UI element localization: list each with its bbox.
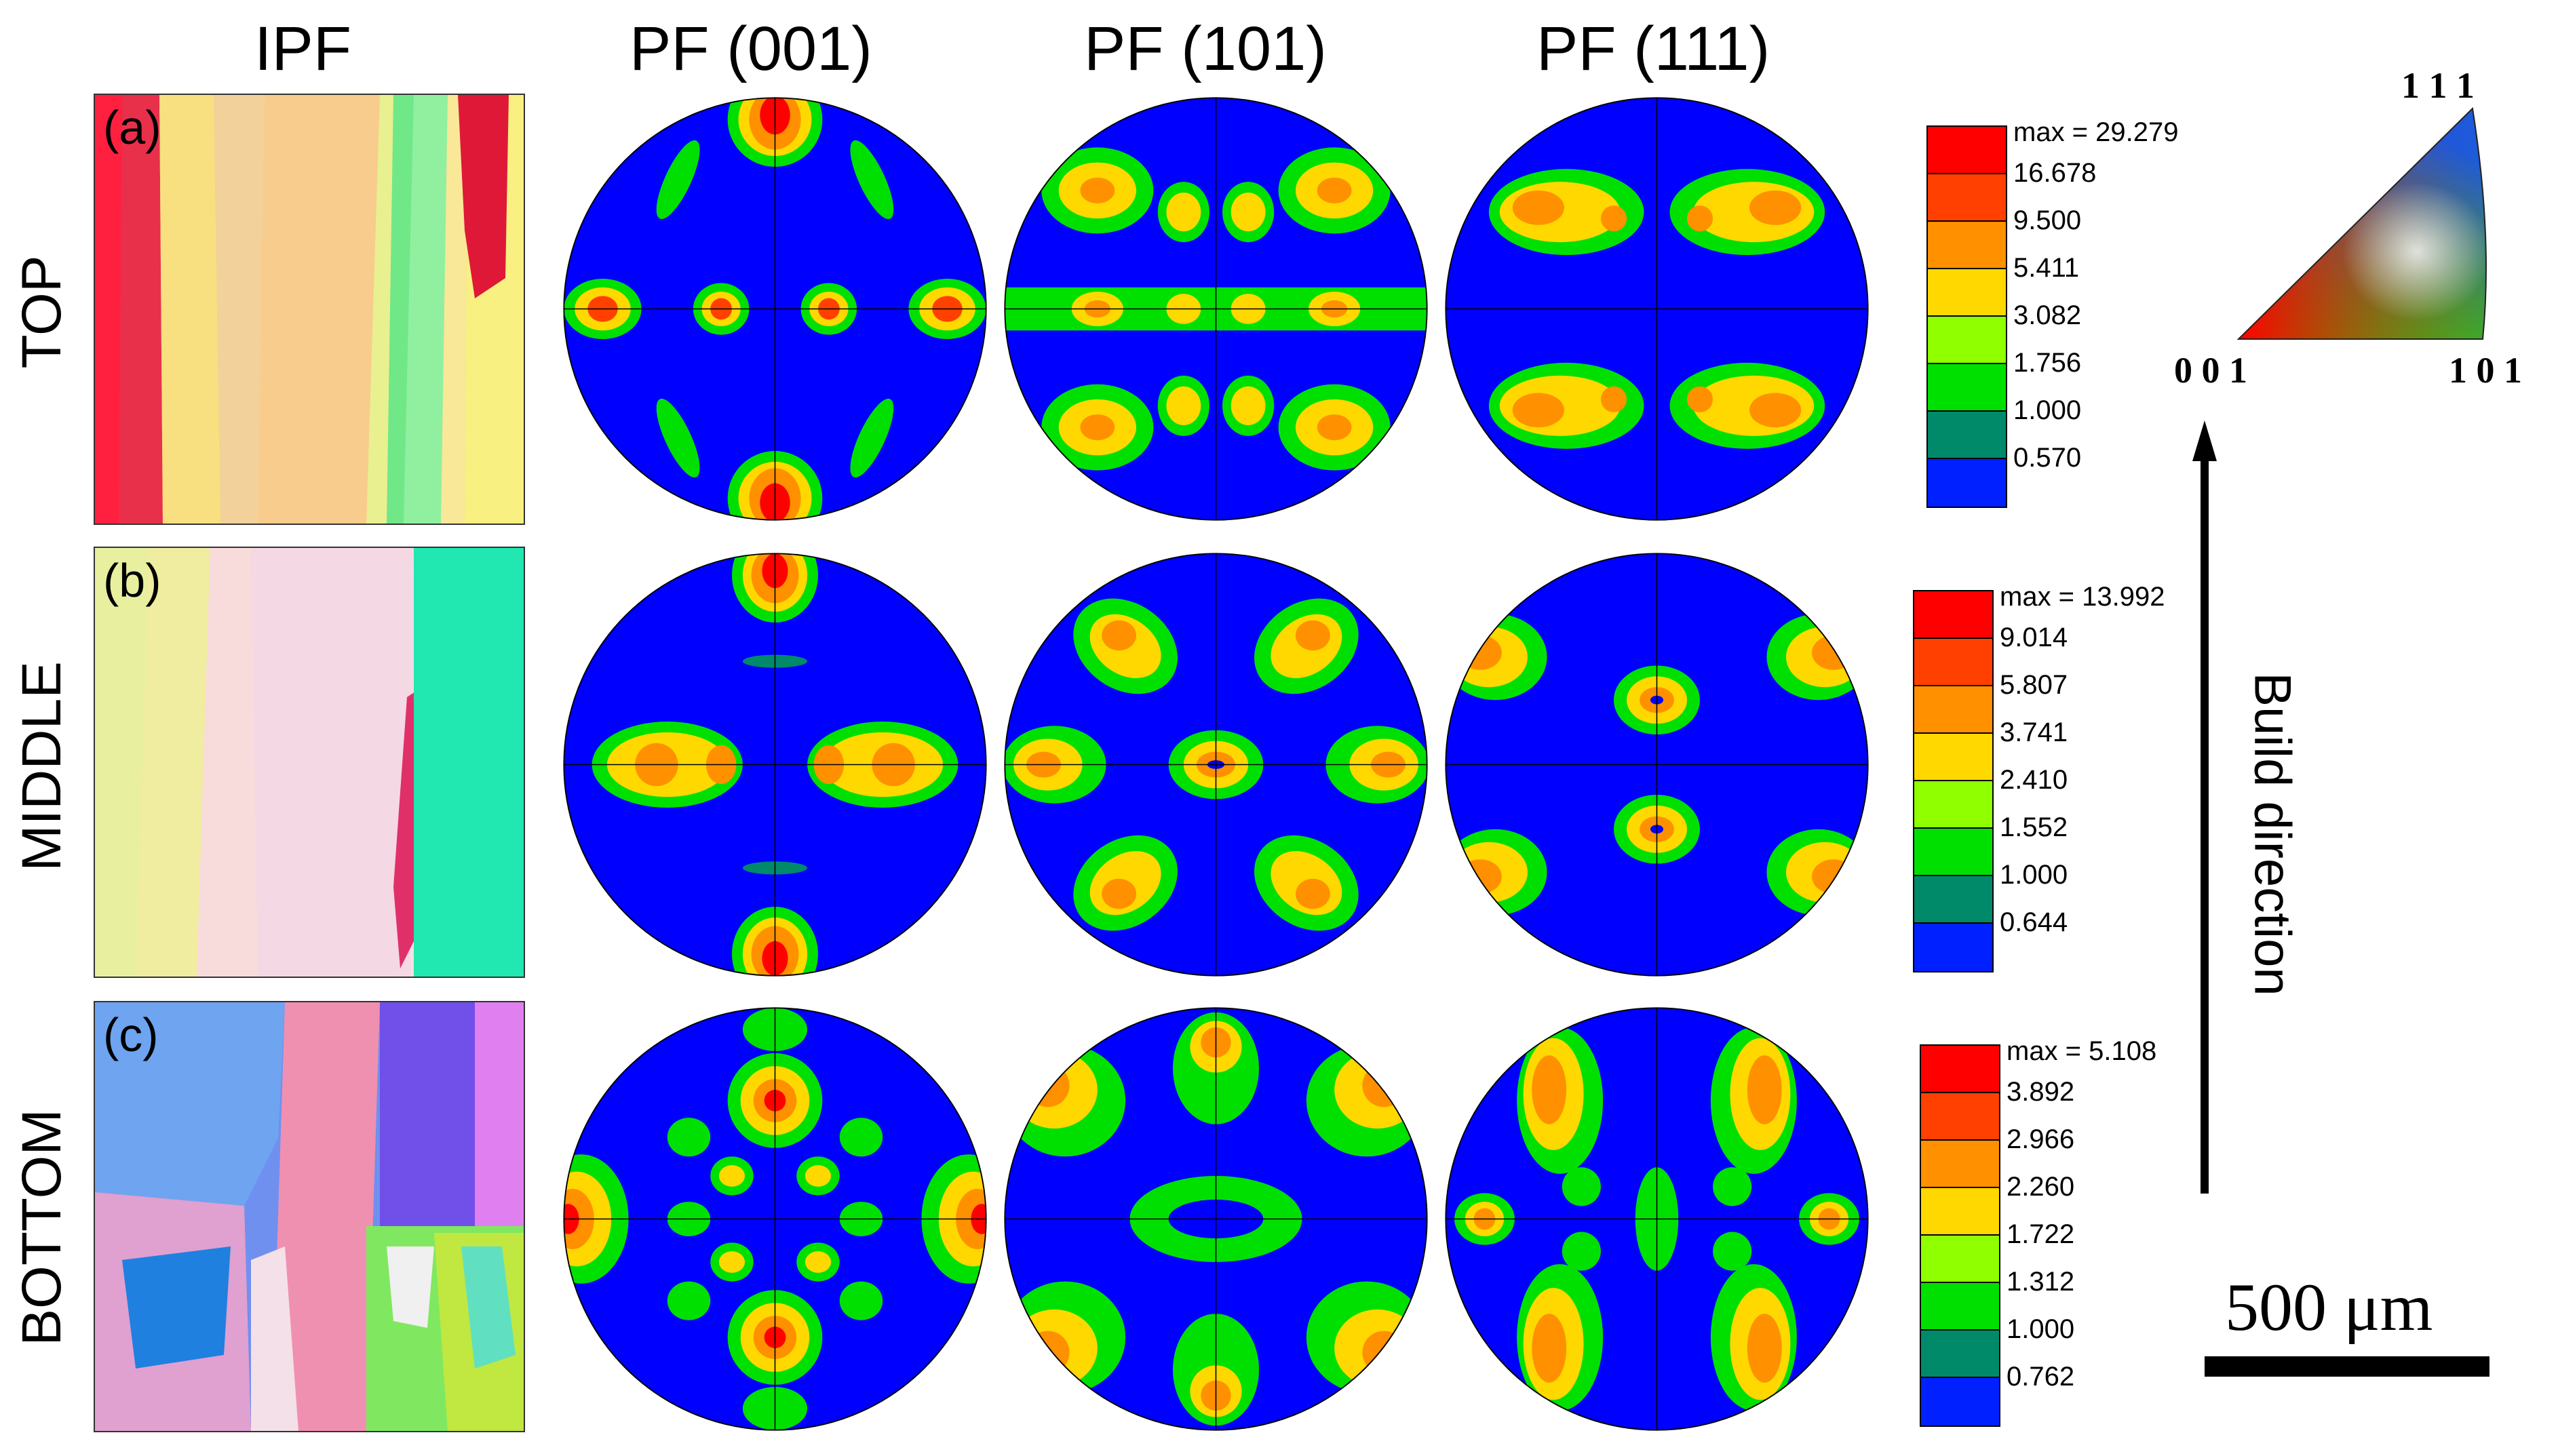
panel-label-c: (c) [103,1008,159,1061]
legend-swatch [1920,1282,2000,1331]
column-header-pf111: PF (111) [1536,14,1770,83]
legend-level: 0.644 [2000,907,2068,937]
legend-level: 0.762 [2007,1362,2075,1392]
legend-swatch [1913,732,1994,781]
ipf-map-bottom: (c) [94,1001,525,1432]
legend-level: 16.678 [2013,158,2097,188]
legend-level: 3.082 [2013,300,2082,330]
legend-swatch [1926,220,2007,269]
legend-swatch [1926,410,2007,459]
scale-bar [2205,1356,2489,1377]
pole-figure-bottom-001 [560,1004,990,1434]
legend-max: max = 29.279 [2013,117,2179,147]
ipf-map-middle: (b) [94,547,525,978]
ipf-key-001-label: 0 0 1 [2174,350,2247,391]
legend-swatch [1920,1092,2000,1141]
legend-swatch [1920,1044,2000,1093]
legend-level: 0.570 [2013,443,2082,473]
pole-figure-bottom-111 [1441,1004,1872,1434]
legend-level: 1.000 [2007,1314,2075,1344]
row-label-middle: MIDDLE [11,661,73,871]
legend-level: 1.552 [2000,812,2068,842]
legend-swatch [1913,780,1994,829]
pole-figure-middle-101 [1001,549,1431,980]
legend-swatch [1926,268,2007,317]
legend-swatch [1913,827,1994,876]
legend-swatch [1913,590,1994,639]
legend-swatch [1926,363,2007,412]
scale-bar-label: 500 μm [2225,1270,2433,1345]
panel-label-a: (a) [103,101,161,154]
pole-figure-bottom-101 [1001,1004,1431,1434]
legend-swatch [1926,458,2007,508]
legend-level: 5.807 [2000,670,2068,700]
legend-swatch [1926,315,2007,364]
legend-level: 3.741 [2000,717,2068,747]
legend-swatch [1920,1139,2000,1188]
pole-figure-top-001 [560,94,990,524]
ipf-key-111-label: 1 1 1 [2401,65,2475,106]
build-direction-label: Build direction [2243,672,2302,996]
legend-level: 1.722 [2007,1219,2075,1249]
legend-level: 1.756 [2013,348,2082,378]
legend-level: 1.000 [2000,860,2068,890]
legend-level: 9.500 [2013,205,2082,235]
ipf-key-101-label: 1 0 1 [2449,350,2522,391]
legend-swatch [1920,1187,2000,1236]
ipf-map-top: (a) [94,94,525,525]
legend-swatch [1913,685,1994,734]
row-label-bottom: BOTTOM [11,1109,73,1346]
legend-level: 9.014 [2000,623,2068,652]
legend-swatch [1926,173,2007,222]
legend-swatch [1920,1234,2000,1283]
legend-max: max = 13.992 [2000,582,2165,612]
legend-swatch [1920,1377,2000,1427]
build-direction-arrow [2191,420,2218,1194]
pole-figure-middle-001 [560,549,990,980]
row-label-top: TOP [11,255,73,369]
ipf-color-key-triangle [2225,102,2530,346]
legend-swatch [1920,1329,2000,1378]
legend-level: 3.892 [2007,1077,2075,1107]
column-header-pf101: PF (101) [1084,14,1327,83]
legend-swatch [1913,922,1994,972]
pole-figure-middle-111 [1441,549,1872,980]
legend-level: 2.410 [2000,765,2068,795]
column-header-ipf: IPF [254,14,352,83]
legend-level: 1.000 [2013,395,2082,425]
legend-level: 2.260 [2007,1172,2075,1202]
pole-figure-top-101 [1001,94,1431,524]
panel-label-b: (b) [103,554,161,607]
legend-level: 5.411 [2013,253,2080,283]
pole-figure-top-111 [1441,94,1872,524]
legend-swatch [1926,125,2007,174]
legend-level: 2.966 [2007,1124,2075,1154]
legend-max: max = 5.108 [2007,1036,2157,1066]
column-header-pf001: PF (001) [629,14,872,83]
legend-swatch [1913,637,1994,686]
legend-level: 1.312 [2007,1267,2075,1297]
legend-swatch [1913,875,1994,924]
